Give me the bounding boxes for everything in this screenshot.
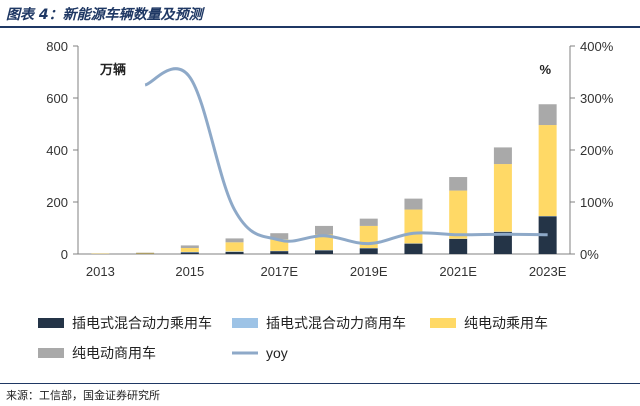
source-note: 来源：工信部，国金证券研究所 bbox=[6, 389, 160, 402]
right-tick-label: 300% bbox=[580, 91, 614, 106]
right-tick-label: 0% bbox=[580, 247, 599, 262]
bar-segment-s3-2021E bbox=[449, 177, 468, 191]
bar-segment-s2-2022E bbox=[493, 164, 512, 232]
legend-label-1: 插电式混合动力商用车 bbox=[266, 315, 406, 331]
left-tick-label: 0 bbox=[61, 247, 68, 262]
right-tick-label: 200% bbox=[580, 143, 614, 158]
bar-segment-s0-2022E bbox=[493, 231, 512, 254]
left-axis-ticks: 0 200 400 600 800 bbox=[46, 39, 78, 262]
x-tick-label: 2013 bbox=[86, 264, 115, 279]
legend-swatch-3 bbox=[38, 348, 64, 358]
legend-swatch-0 bbox=[38, 318, 64, 328]
figure-title: 图表 4：新能源车辆数量及预测 bbox=[6, 7, 203, 23]
legend-label-3: 纯电动商用车 bbox=[72, 345, 156, 361]
bar-segment-s3-2020E bbox=[404, 198, 423, 210]
bar-segment-s0-2023E bbox=[538, 216, 557, 254]
bar-segment-s3-2017E bbox=[270, 233, 289, 240]
bar-segment-s0-2015 bbox=[180, 252, 199, 254]
bar-segment-s3-2022E bbox=[493, 147, 512, 165]
left-tick-label: 600 bbox=[46, 91, 68, 106]
legend-label-0: 插电式混合动力乘用车 bbox=[72, 315, 212, 331]
bar-segment-s0-2020E bbox=[404, 243, 423, 254]
bar-segment-s0-2019E bbox=[359, 248, 378, 254]
bar-segment-s1-2016 bbox=[225, 251, 244, 252]
bar-segment-s2-2015 bbox=[180, 248, 199, 252]
left-tick-label: 800 bbox=[46, 39, 68, 54]
legend-swatch-1 bbox=[232, 318, 258, 328]
x-tick-label: 2017E bbox=[260, 264, 298, 279]
bar-segment-s3-2015 bbox=[180, 245, 199, 249]
left-tick-label: 200 bbox=[46, 195, 68, 210]
x-tick-label: 2015 bbox=[175, 264, 204, 279]
bar-segment-s2-2020E bbox=[404, 209, 423, 244]
bar-segment-s2-2016 bbox=[225, 242, 244, 252]
legend-label-2: 纯电动乘用车 bbox=[464, 315, 548, 331]
right-tick-label: 400% bbox=[580, 39, 614, 54]
bar-segment-s2-2023E bbox=[538, 125, 557, 217]
bar-segment-s0-2021E bbox=[449, 238, 468, 254]
bar-segment-s2-2018E bbox=[315, 234, 333, 251]
bar-segment-s2-2021E bbox=[449, 190, 468, 239]
title-divider bbox=[0, 26, 640, 28]
bar-segment-s2-2014 bbox=[136, 252, 155, 254]
legend-label-4: yoy bbox=[266, 345, 288, 361]
yoy-line bbox=[144, 67, 548, 246]
x-tick-label: 2019E bbox=[350, 264, 388, 279]
left-tick-label: 400 bbox=[46, 143, 68, 158]
bar-segment-s3-2018E bbox=[315, 225, 333, 235]
bar-segment-s0-2017E bbox=[270, 251, 289, 254]
x-tick-label: 2021E bbox=[439, 264, 477, 279]
bar-segment-s3-2016 bbox=[225, 238, 244, 243]
source-divider bbox=[0, 383, 640, 384]
left-axis-unit: 万辆 bbox=[99, 62, 126, 77]
x-axis-ticks: 2013 2015 2017E 2019E 2021E 2023E bbox=[86, 264, 567, 279]
bars bbox=[91, 104, 557, 254]
right-tick-label: 100% bbox=[580, 195, 614, 210]
yoy-line-layer bbox=[144, 67, 548, 246]
right-axis-ticks: 0% 100% 200% 300% 400% bbox=[570, 39, 614, 262]
bar-segment-s1-2015 bbox=[180, 251, 199, 253]
legend-swatch-2 bbox=[430, 318, 456, 328]
bar-segment-s3-2023E bbox=[538, 104, 557, 126]
bar-segment-s0-2018E bbox=[315, 250, 333, 254]
right-axis-unit: % bbox=[539, 62, 551, 77]
bar-segment-s2-2017E bbox=[270, 239, 289, 251]
bar-segment-s3-2019E bbox=[359, 218, 378, 226]
bar-segment-s0-2016 bbox=[225, 251, 244, 254]
x-tick-label: 2023E bbox=[529, 264, 567, 279]
